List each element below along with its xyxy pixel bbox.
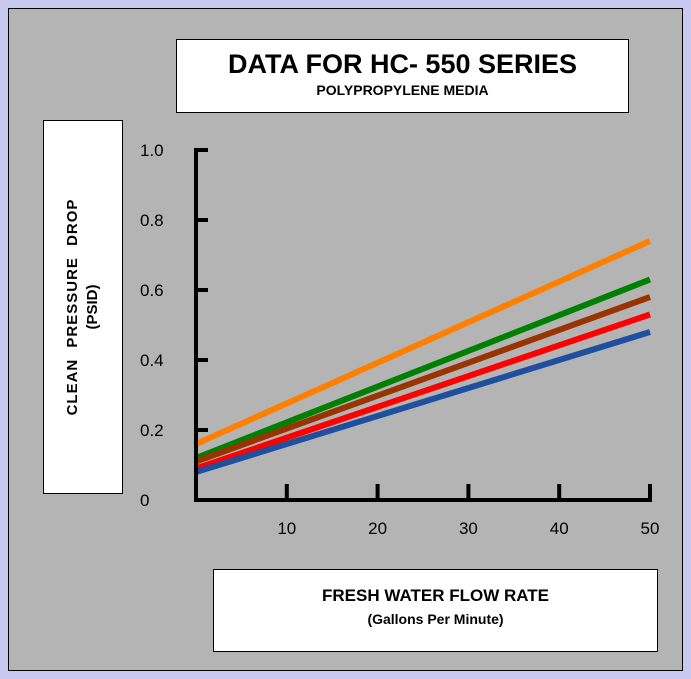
series-line-3 (195, 311, 651, 472)
x-tick-label-3: 40 (550, 519, 569, 538)
y-axis-label-box: CLEAN PRESSURE DROP (PSID) (43, 120, 123, 494)
y-tick-label-1: 0.2 (140, 421, 164, 440)
title-box: DATA FOR HC- 550 SERIES POLYPROPYLENE ME… (176, 39, 629, 113)
x-tick-label-0: 10 (277, 519, 296, 538)
x-axis-label-line1: FRESH WATER FLOW RATE (322, 586, 549, 605)
series-line-0 (194, 238, 652, 447)
x-axis-label-line2: (Gallons Per Minute) (367, 611, 504, 627)
y-tick-label-4: 0.8 (140, 211, 164, 230)
series-line-4 (195, 329, 651, 475)
x-tick-label-2: 30 (459, 519, 478, 538)
y-tick-label-5: 1.0 (140, 141, 164, 160)
series-line-2 (194, 294, 652, 465)
y-tick-label-2: 0.4 (140, 351, 164, 370)
chart-subtitle: POLYPROPYLENE MEDIA (316, 82, 489, 98)
y-tick-label-3: 0.6 (140, 281, 164, 300)
chart-title: DATA FOR HC- 550 SERIES (227, 49, 578, 79)
x-axis-label-box: FRESH WATER FLOW RATE (Gallons Per Minut… (213, 569, 658, 652)
x-tick-label-1: 20 (368, 519, 387, 538)
series-line-1 (194, 276, 652, 461)
x-tick-label-4: 50 (641, 519, 660, 538)
y-tick-label-0: 0 (140, 491, 149, 510)
